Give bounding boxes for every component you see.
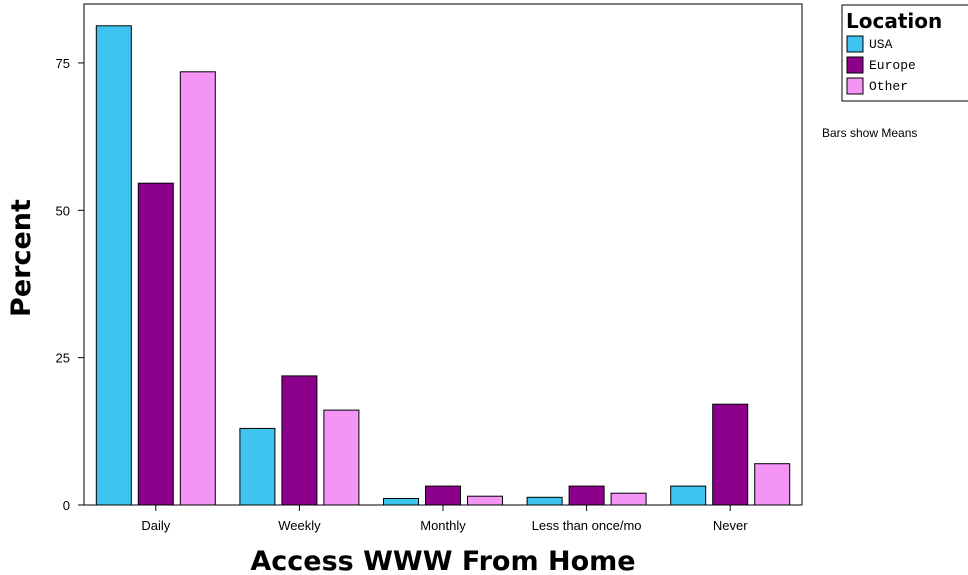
legend: Location USA Europe Other [841,4,968,102]
y-tick-label: 25 [56,351,70,366]
bar-usa-4 [670,485,707,506]
bar-usa-1 [239,427,276,506]
bar-other-0 [179,71,216,506]
y-tick-label: 75 [56,56,70,71]
legend-swatch-usa [846,35,864,53]
bars-layer [95,25,791,506]
legend-label-europe: Europe [869,58,916,73]
y-axis-title: Percent [6,199,37,317]
y-tick-label: 0 [63,498,70,513]
bar-other-2 [467,495,503,506]
bar-usa-2 [383,498,419,506]
x-tick-label: Monthly [420,518,466,533]
legend-swatch-other [846,77,864,95]
bar-other-3 [610,492,647,506]
legend-swatch-europe [846,56,864,74]
x-axis: Daily Weekly Monthly Less than once/mo Never [141,505,748,533]
x-tick-label: Less than once/mo [532,518,642,533]
legend-label-other: Other [869,79,908,94]
bar-other-1 [323,409,360,506]
x-tick-label: Never [713,518,748,533]
x-tick-label: Weekly [278,518,321,533]
y-axis: 0 25 50 75 [56,56,84,513]
bar-other-4 [754,463,791,506]
x-axis-title: Access WWW From Home [250,546,635,575]
bar-europe-1 [281,375,318,506]
legend-label-usa: USA [869,37,893,52]
bar-europe-3 [568,485,605,506]
legend-title: Location [846,9,942,33]
bar-europe-2 [425,485,461,506]
bar-usa-0 [95,25,132,506]
legend-items: USA Europe Other [846,35,916,95]
bar-europe-0 [137,182,174,506]
x-tick-label: Daily [141,518,170,533]
bar-europe-4 [712,403,749,506]
y-tick-label: 50 [56,203,70,218]
bars-show-means-note: Bars show Means [822,126,917,140]
bar-usa-3 [526,496,563,506]
